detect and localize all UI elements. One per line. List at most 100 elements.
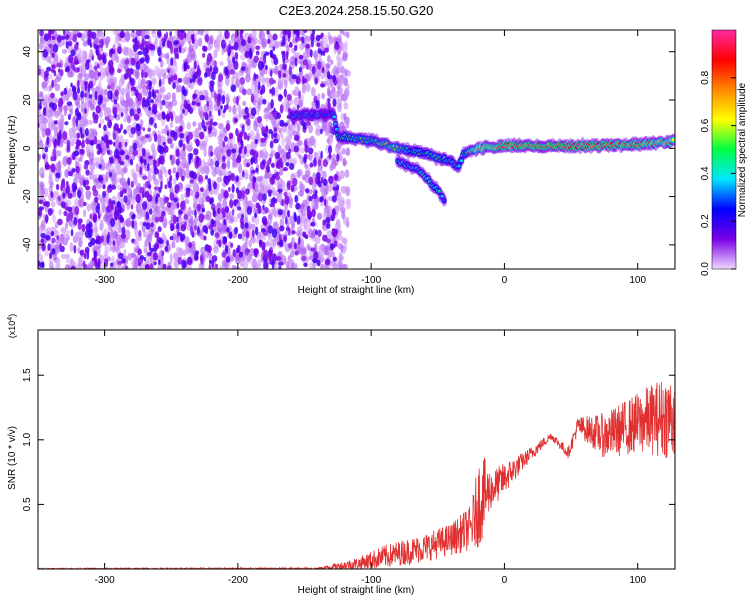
noise-speck (231, 148, 237, 154)
noise-blob (319, 40, 324, 48)
noise-speck (40, 238, 45, 244)
noise-speck (233, 117, 239, 123)
noise-blob (289, 55, 296, 66)
noise-speck (210, 118, 213, 126)
noise-blob (122, 46, 129, 56)
noise-speck (247, 36, 252, 44)
noise-blob (320, 253, 324, 263)
noise-speck (110, 48, 116, 55)
noise-speck (195, 138, 200, 145)
noise-speck (257, 60, 264, 71)
noise-blob (312, 261, 316, 269)
noise-speck (73, 244, 77, 254)
noise-blob (233, 216, 239, 223)
noise-speck (238, 131, 244, 137)
noise-blob (140, 63, 145, 72)
noise-speck (268, 192, 272, 197)
noise-speck (148, 155, 153, 160)
noise-blob (313, 152, 318, 158)
noise-speck (306, 209, 311, 217)
noise-blob (249, 223, 256, 230)
noise-speck (107, 90, 113, 100)
noise-blob (299, 146, 305, 154)
noise-speck (260, 84, 266, 95)
noise-blob (291, 262, 295, 269)
noise-speck (282, 58, 286, 64)
noise-blob (117, 225, 123, 234)
noise-speck (176, 222, 180, 230)
noise-speck (93, 65, 98, 71)
noise-blob (239, 54, 246, 61)
noise-blob (102, 142, 106, 150)
noise-blob (308, 261, 314, 269)
noise-speck (232, 249, 236, 258)
noise-speck (178, 45, 182, 54)
noise-speck (65, 41, 69, 49)
noise-blob (58, 119, 63, 131)
noise-speck (111, 184, 117, 190)
noise-speck (189, 225, 193, 235)
noise-blob (309, 189, 313, 195)
noise-speck (178, 125, 184, 133)
noise-speck (91, 257, 97, 262)
noise-blob (192, 121, 197, 127)
noise-speck (244, 222, 249, 229)
noise-blob (49, 124, 55, 131)
noise-speck (192, 74, 196, 83)
noise-speck (130, 203, 134, 210)
noise-speck (74, 67, 80, 73)
noise-speck (287, 210, 291, 218)
noise-speck (267, 249, 273, 259)
noise-speck (268, 129, 273, 134)
noise-speck (79, 148, 85, 155)
noise-speck (97, 100, 102, 105)
noise-speck (332, 256, 337, 262)
noise-speck (73, 60, 80, 65)
noise-speck (167, 137, 173, 144)
noise-blob (178, 116, 183, 123)
noise-blob (254, 263, 261, 269)
noise-speck (176, 231, 180, 237)
noise-blob (229, 193, 235, 200)
noise-blob (182, 249, 187, 257)
noise-blob (313, 203, 319, 210)
noise-speck (199, 94, 205, 101)
noise-speck (206, 56, 211, 66)
noise-blob (225, 93, 230, 104)
noise-speck (153, 186, 160, 191)
noise-speck (77, 80, 80, 88)
noise-speck (111, 203, 114, 210)
noise-speck (213, 181, 217, 190)
noise-speck (298, 54, 304, 60)
noise-speck (201, 214, 205, 219)
noise-speck (44, 70, 49, 78)
noise-blob (299, 43, 305, 51)
noise-speck (108, 65, 115, 74)
noise-speck (311, 208, 316, 218)
noise-speck (47, 208, 53, 216)
noise-speck (88, 94, 93, 99)
noise-speck (139, 254, 145, 260)
noise-blob (120, 99, 127, 107)
noise-blob (199, 105, 203, 112)
noise-speck (157, 157, 161, 164)
noise-blob (41, 80, 48, 89)
noise-speck (197, 226, 200, 235)
noise-blob (305, 83, 311, 93)
noise-speck (137, 50, 143, 56)
noise-speck (124, 141, 128, 147)
noise-blob (336, 218, 341, 225)
noise-blob (213, 148, 218, 156)
noise-speck (196, 68, 202, 77)
noise-blob (303, 199, 308, 207)
noise-speck (72, 187, 77, 193)
noise-speck (41, 261, 45, 269)
noise-speck (144, 190, 150, 199)
noise-blob (169, 253, 173, 264)
noise-blob (63, 105, 68, 117)
noise-speck (289, 162, 295, 171)
noise-speck (218, 73, 224, 82)
noise-speck (209, 83, 214, 93)
noise-speck (330, 214, 335, 222)
noise-speck (107, 188, 112, 194)
